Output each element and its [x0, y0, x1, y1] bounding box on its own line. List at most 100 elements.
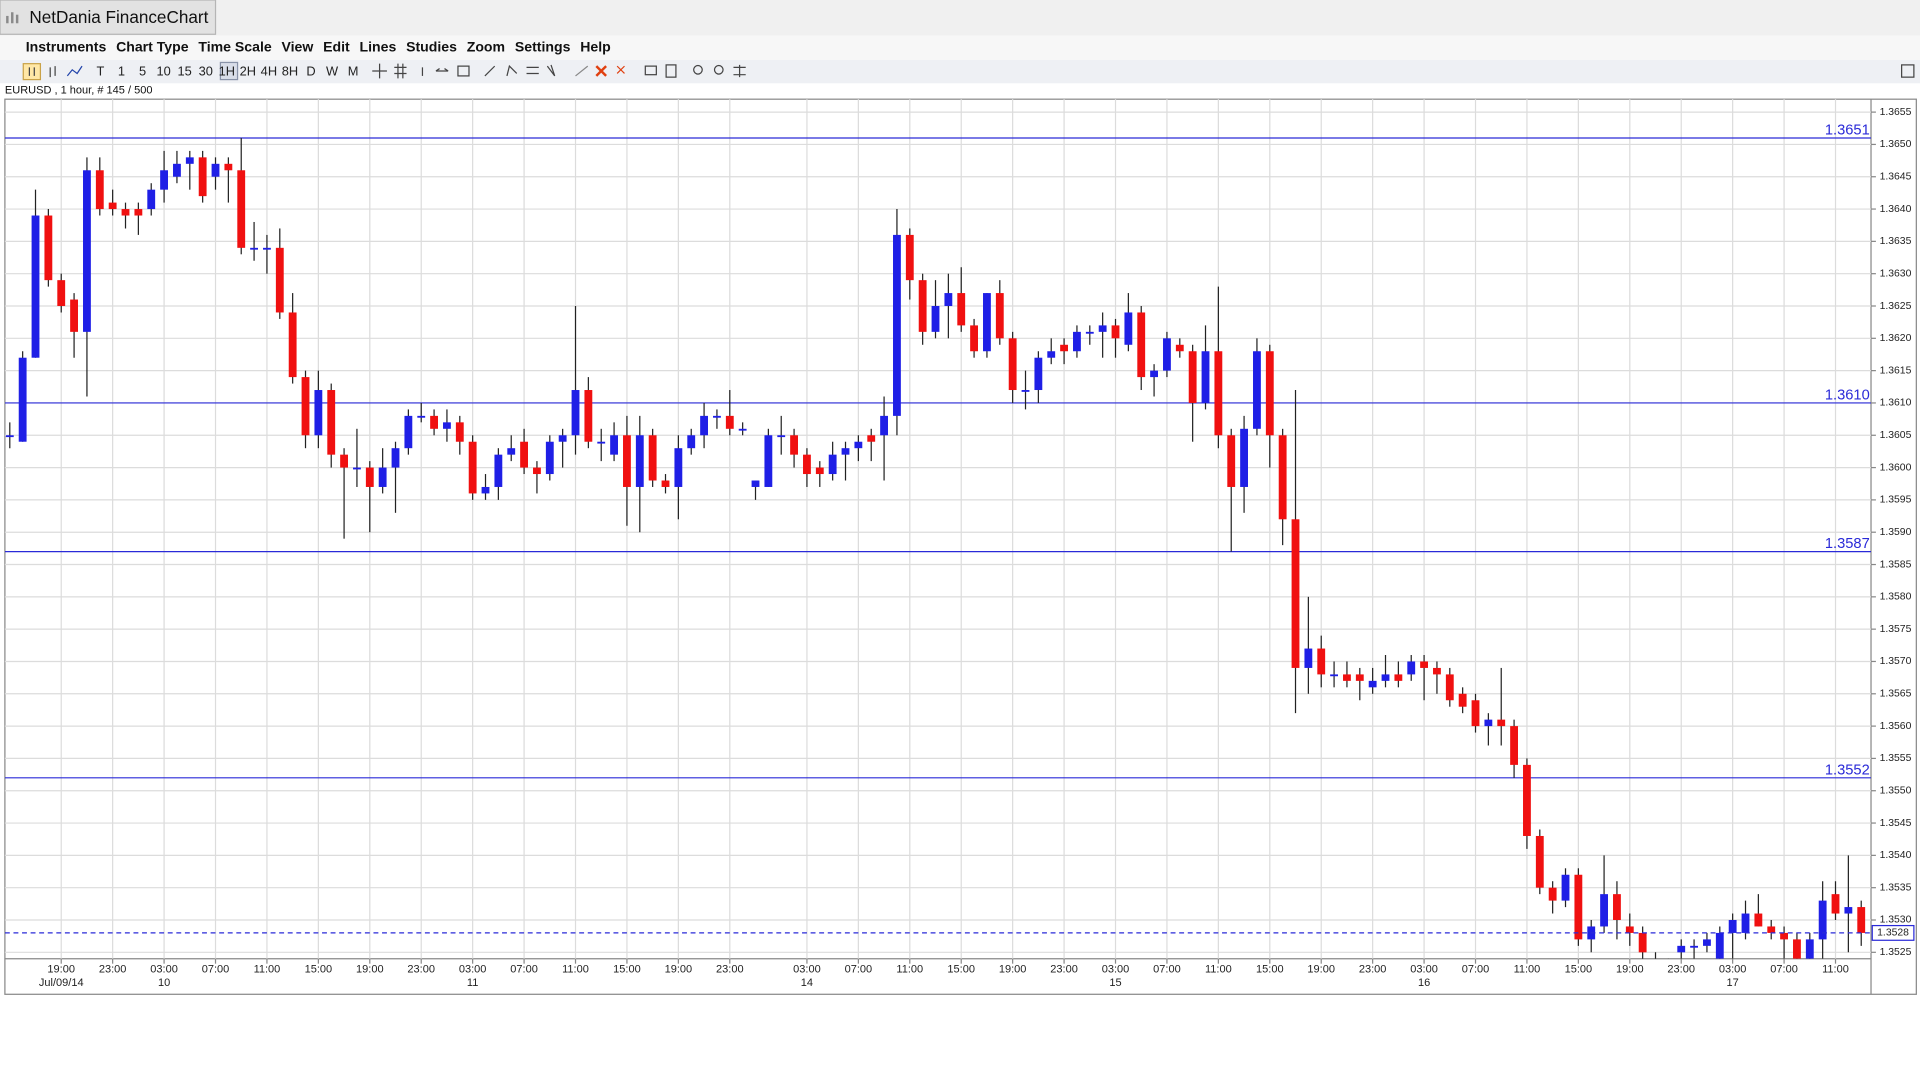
menu-item[interactable]: Studies: [406, 38, 457, 54]
menu-item[interactable]: Lines: [360, 38, 397, 54]
x-tick-label: 23:00: [1050, 964, 1078, 976]
app-icon: [6, 12, 19, 24]
candle-body: [1407, 661, 1416, 675]
menu-bar: [0, 35, 1920, 60]
candle-body: [288, 312, 297, 378]
candle-body: [1471, 700, 1480, 727]
candle-body: [1510, 726, 1519, 765]
candle-body: [494, 454, 503, 487]
candle-body: [1060, 344, 1068, 352]
y-tick-label: 1.3590: [1880, 527, 1912, 538]
y-tick-label: 1.3550: [1880, 785, 1912, 796]
x-tick-label: 23:00: [1359, 964, 1387, 976]
x-tick-label: 19:00: [1307, 964, 1335, 976]
candle-body: [1497, 719, 1506, 727]
chart-info: EURUSD , 1 hour, # 145 / 500: [5, 85, 153, 97]
candle-body: [1561, 874, 1570, 901]
timescale-button[interactable]: 1: [118, 64, 125, 79]
y-tick-label: 1.3630: [1880, 268, 1912, 279]
date-label: 17: [1727, 977, 1739, 989]
candle-body: [687, 435, 696, 449]
menu-item[interactable]: View: [281, 38, 313, 54]
timescale-button[interactable]: M: [348, 64, 359, 79]
x-tick-label: 07:00: [1153, 964, 1181, 976]
menu-item[interactable]: Settings: [515, 38, 571, 54]
candle-body: [1291, 519, 1300, 668]
candle-body: [455, 422, 464, 442]
candle-body: [95, 170, 104, 210]
menu-item[interactable]: Instruments: [26, 38, 107, 54]
timescale-button[interactable]: 15: [178, 64, 192, 79]
candle-body: [995, 293, 1004, 339]
y-tick-label: 1.3570: [1880, 656, 1912, 667]
candle-body: [970, 325, 978, 352]
candle-body: [931, 306, 940, 332]
candle-body: [725, 415, 734, 429]
candle-body: [83, 170, 91, 332]
candle-body: [790, 435, 798, 455]
candle-body: [108, 202, 117, 210]
candle-body: [713, 415, 721, 418]
x-tick-label: 03:00: [150, 964, 178, 976]
timescale-button[interactable]: 2H: [240, 64, 256, 79]
candle-body: [1008, 338, 1017, 391]
x-tick-label: 03:00: [459, 964, 487, 976]
y-tick-label: 1.3535: [1880, 882, 1912, 893]
timescale-button[interactable]: D: [306, 64, 315, 79]
candle-body: [738, 428, 747, 431]
x-tick-label: 11:00: [562, 964, 589, 976]
y-tick-label: 1.3585: [1880, 559, 1912, 570]
candle-body: [1330, 674, 1339, 677]
candle-body: [1098, 325, 1107, 332]
x-tick-label: 19:00: [665, 964, 693, 976]
x-tick-label: 23:00: [716, 964, 744, 976]
x-tick-label: 03:00: [1102, 964, 1130, 976]
candle-body: [1368, 680, 1377, 688]
x-tick-label: 23:00: [1667, 964, 1695, 976]
timescale-button[interactable]: 5: [139, 64, 146, 79]
menu-item[interactable]: Zoom: [467, 38, 505, 54]
timescale-button[interactable]: 1H: [219, 64, 235, 79]
candle-body: [1381, 674, 1390, 681]
menu-item[interactable]: Chart Type: [116, 38, 189, 54]
menu-item[interactable]: Help: [580, 38, 611, 54]
x-tick-label: 07:00: [510, 964, 538, 976]
candle-body: [417, 415, 426, 418]
candle-body: [584, 390, 593, 442]
candle-body: [1574, 874, 1583, 940]
candle-body: [57, 280, 66, 307]
candle-body: [803, 454, 811, 475]
timescale-button[interactable]: 8H: [282, 64, 298, 79]
y-tick-label: 1.3605: [1880, 430, 1912, 441]
candle-body: [1073, 331, 1081, 352]
candle-body: [610, 435, 618, 455]
candle-body: [1188, 351, 1197, 403]
candle-body: [353, 467, 361, 470]
candle-body: [777, 435, 786, 438]
x-tick-label: 19:00: [356, 964, 384, 976]
candle-body: [70, 299, 78, 332]
candle-body: [134, 209, 143, 216]
candle-body: [224, 163, 233, 171]
candle-body: [1741, 913, 1750, 933]
x-tick-label: 07:00: [1462, 964, 1490, 976]
timescale-button[interactable]: T: [96, 64, 104, 79]
timescale-button[interactable]: 4H: [261, 64, 277, 79]
x-tick-label: 19:00: [999, 964, 1027, 976]
y-tick-label: 1.3625: [1880, 301, 1912, 312]
menu-item[interactable]: Time Scale: [198, 38, 271, 54]
candle-body: [1240, 428, 1248, 487]
candle-body: [558, 435, 567, 442]
candle-body: [237, 170, 246, 248]
candle-body: [250, 247, 258, 250]
timescale-button[interactable]: W: [326, 64, 339, 79]
candle-body: [1111, 325, 1120, 339]
y-tick-label: 1.3555: [1880, 753, 1912, 764]
menu-item[interactable]: Edit: [323, 38, 350, 54]
y-tick-label: 1.3580: [1880, 592, 1912, 603]
timescale-button[interactable]: 10: [156, 64, 170, 79]
candle-body: [173, 163, 181, 177]
candle-body: [1214, 351, 1223, 436]
candle-body: [828, 454, 837, 475]
timescale-button[interactable]: 30: [199, 64, 213, 79]
